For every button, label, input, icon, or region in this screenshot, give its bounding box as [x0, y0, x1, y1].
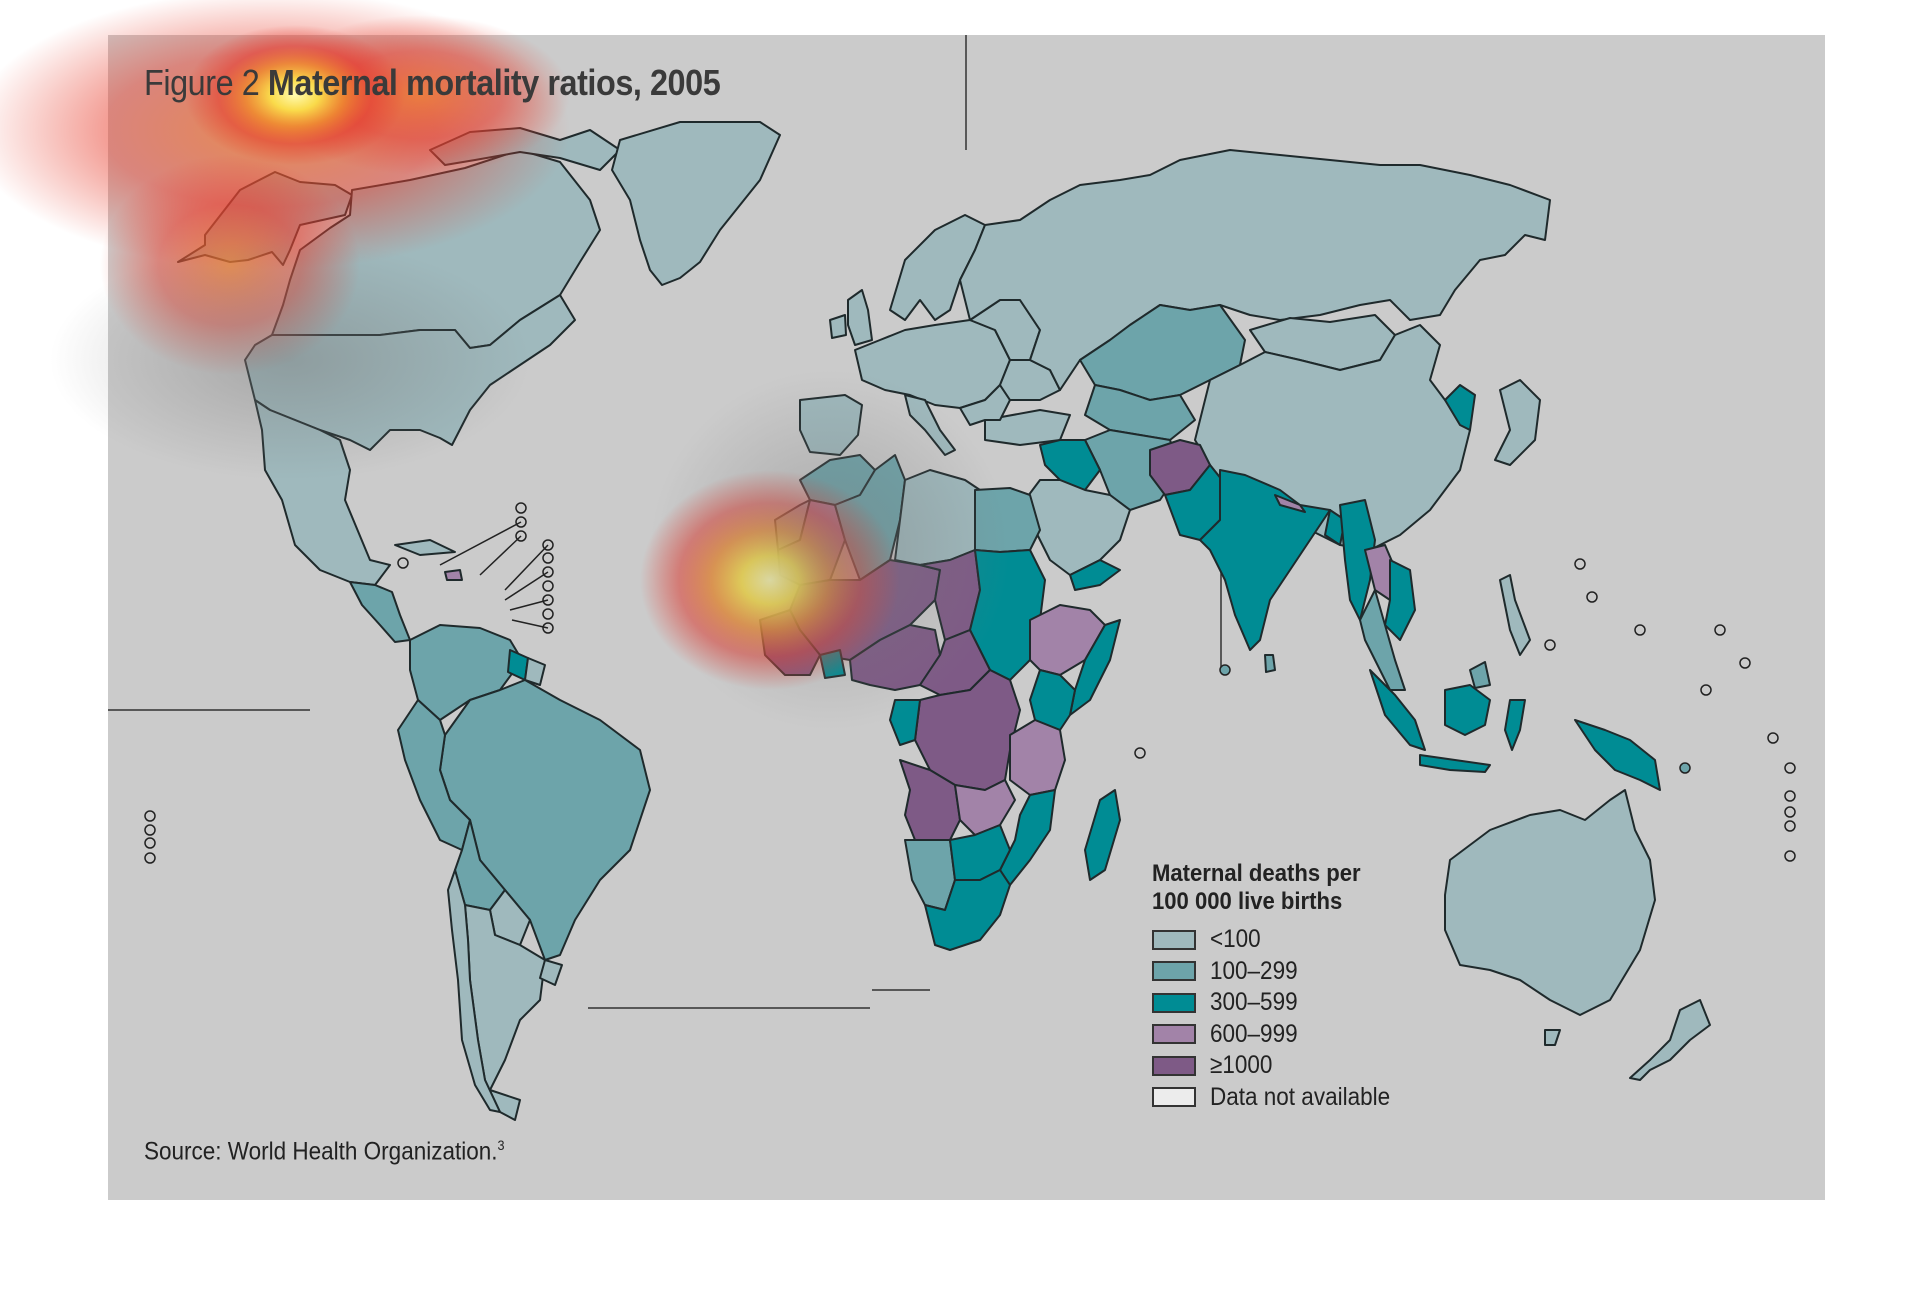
country-chile [447, 869, 501, 1113]
source-text: Source: World Health Organization. [144, 1137, 498, 1166]
country-japan [1494, 379, 1541, 466]
country-yemen [1069, 559, 1121, 591]
legend-swatch [1152, 961, 1196, 982]
legend-item: 100–299 [1152, 956, 1432, 988]
legend-swatch [1152, 1024, 1196, 1045]
island-callouts [144, 502, 1796, 864]
legend-item: ≥1000 [1152, 1050, 1432, 1082]
country-greenland [611, 121, 781, 286]
country-kenya [1029, 669, 1076, 731]
figure-label: Figure 2 [144, 62, 260, 103]
country-south-africa [924, 869, 1011, 951]
country-cambodia-vietnam [1384, 559, 1416, 641]
country-tasmania [1544, 1029, 1561, 1046]
country-bangladesh [1324, 509, 1346, 546]
country-cuba [394, 539, 456, 556]
legend-label: Data not available [1210, 1082, 1391, 1111]
country-india [1199, 469, 1331, 651]
legend-swatch [1152, 929, 1196, 950]
country-korea [1444, 384, 1476, 431]
country-borneo [1444, 684, 1491, 736]
legend-title-line1: Maternal deaths per [1152, 860, 1361, 887]
legend-title: Maternal deaths per 100 000 live births [1152, 860, 1410, 916]
legend-label: 300–599 [1210, 988, 1298, 1017]
country-sumatra [1369, 669, 1426, 751]
attention-heatmap [0, 0, 1010, 730]
legend-item: 300–599 [1152, 987, 1432, 1019]
country-uruguay [539, 959, 563, 986]
country-iraq-syria [1039, 439, 1101, 491]
figure-title-text: Maternal mortality ratios, 2005 [267, 62, 721, 103]
country-ireland [829, 314, 847, 339]
legend-swatch [1152, 1087, 1196, 1108]
legend-item: Data not available [1152, 1082, 1432, 1114]
legend-swatch [1152, 992, 1196, 1013]
guide-lines [108, 35, 1222, 1009]
country-borneo-north [1469, 661, 1491, 689]
country-thailand-malaysia [1359, 589, 1406, 691]
country-central-america [349, 581, 411, 643]
source-reference: 3 [497, 1137, 505, 1153]
country-balkans [959, 384, 1011, 426]
country-australia [1444, 789, 1656, 1016]
legend-label: 600–999 [1210, 1019, 1298, 1048]
country-russia [959, 149, 1551, 391]
country-java [1419, 754, 1491, 773]
legend-item: <100 [1152, 924, 1432, 956]
country-zambia [954, 779, 1016, 836]
country-central-asia [1084, 384, 1196, 441]
legend-title-line2: 100 000 live births [1152, 888, 1343, 915]
country-tanzania [1009, 719, 1066, 796]
legend-items: <100 100–299 300–599 600–999 ≥1000 Data not a… [1152, 924, 1432, 1113]
country-uk [847, 289, 873, 346]
legend-label: 100–299 [1210, 956, 1298, 985]
country-suriname [524, 657, 546, 686]
country-philippines [1499, 574, 1531, 656]
legend-item: 600–999 [1152, 1019, 1432, 1051]
legend-label: ≥1000 [1210, 1051, 1273, 1080]
country-nepal [1274, 494, 1306, 513]
figure-title: Figure 2 Maternal mortality ratios, 2005 [144, 62, 721, 104]
country-myanmar [1339, 499, 1376, 621]
legend-swatch [1152, 1055, 1196, 1076]
country-sulawesi [1504, 699, 1526, 751]
country-sri-lanka [1264, 654, 1276, 673]
legend-label: <100 [1210, 925, 1261, 954]
country-madagascar [1084, 789, 1121, 881]
map-legend: Maternal deaths per 100 000 live births … [1152, 860, 1432, 1113]
country-haiti [444, 569, 463, 581]
country-new-zealand [1629, 999, 1711, 1081]
country-papua [1574, 719, 1661, 791]
source-note: Source: World Health Organization.3 [144, 1137, 505, 1166]
